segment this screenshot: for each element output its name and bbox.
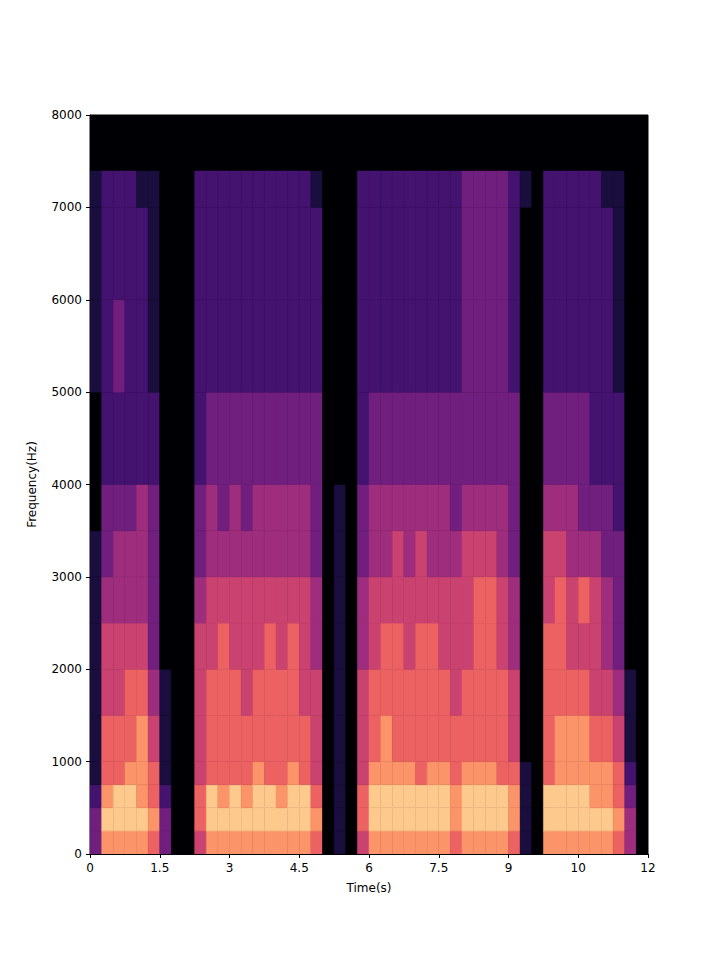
svg-text:1.5: 1.5 [150, 861, 169, 875]
svg-text:2000: 2000 [51, 662, 82, 676]
svg-text:5000: 5000 [51, 385, 82, 399]
svg-text:9: 9 [505, 861, 513, 875]
svg-text:6: 6 [365, 861, 373, 875]
svg-text:0: 0 [86, 861, 94, 875]
svg-text:6000: 6000 [51, 293, 82, 307]
svg-text:4.5: 4.5 [290, 861, 309, 875]
svg-text:7000: 7000 [51, 200, 82, 214]
svg-text:12: 12 [640, 861, 655, 875]
svg-text:4000: 4000 [51, 478, 82, 492]
svg-text:8000: 8000 [51, 108, 82, 122]
svg-text:0: 0 [74, 847, 82, 861]
svg-text:1000: 1000 [51, 755, 82, 769]
svg-text:7.5: 7.5 [429, 861, 448, 875]
svg-text:Frequency(Hz): Frequency(Hz) [25, 441, 39, 528]
svg-text:10: 10 [571, 861, 586, 875]
svg-text:Time(s): Time(s) [346, 881, 392, 895]
svg-text:3000: 3000 [51, 570, 82, 584]
svg-text:3: 3 [226, 861, 234, 875]
